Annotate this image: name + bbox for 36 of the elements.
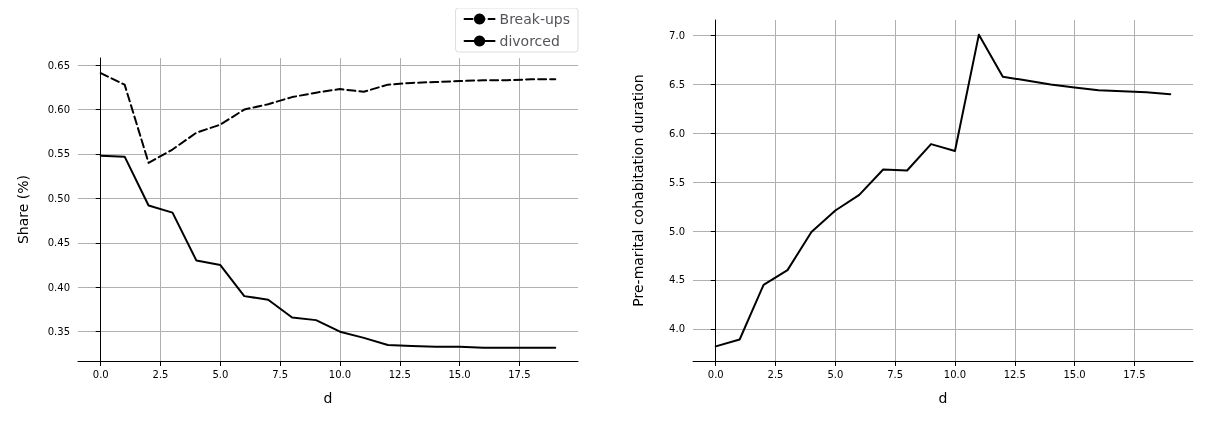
x-tick-label: 5.0 <box>827 368 844 380</box>
y-tick-label: 0.35 <box>47 326 70 338</box>
y-axis-title: Pre-marital cohabitation duration <box>630 74 646 307</box>
x-tick-label: 17.5 <box>1123 368 1146 380</box>
legend-label: Break-ups <box>499 11 571 27</box>
y-axis-title: Share (%) <box>15 174 31 245</box>
y-tick-label: 0.60 <box>47 104 70 116</box>
y-tick-label: 4.5 <box>669 274 685 286</box>
legend-label: divorced <box>499 33 560 49</box>
y-tick-label: 5.5 <box>669 176 685 188</box>
y-tick-label: 0.45 <box>47 237 70 249</box>
x-tick-label: 10.0 <box>328 368 352 380</box>
x-tick-label: 15.0 <box>448 368 471 380</box>
y-tick-label: 0.40 <box>47 281 70 293</box>
x-tick-label: 2.5 <box>152 368 169 380</box>
x-tick-label: 0.0 <box>707 368 724 380</box>
x-axis-title: d <box>938 390 948 406</box>
x-tick-label: 12.5 <box>388 368 411 380</box>
y-tick-label: 0.55 <box>47 148 70 160</box>
x-tick-label: 7.5 <box>272 368 289 380</box>
x-tick-label: 12.5 <box>1003 368 1026 380</box>
y-tick-label: 6.0 <box>669 127 685 139</box>
x-tick-label: 17.5 <box>508 368 531 380</box>
x-axis-title: d <box>323 390 333 406</box>
y-tick-label: 7.0 <box>669 30 685 42</box>
y-tick-label: 6.5 <box>669 78 685 90</box>
y-tick-label: 5.0 <box>669 225 685 237</box>
x-tick-label: 7.5 <box>887 368 904 380</box>
x-tick-label: 0.0 <box>92 368 109 380</box>
x-tick-label: 2.5 <box>767 368 784 380</box>
y-tick-label: 4.0 <box>669 323 685 335</box>
x-tick-label: 15.0 <box>1063 368 1086 380</box>
y-tick-label: 0.65 <box>47 59 70 71</box>
y-tick-label: 0.50 <box>47 192 70 204</box>
x-tick-label: 10.0 <box>943 368 967 380</box>
x-tick-label: 5.0 <box>212 368 229 380</box>
